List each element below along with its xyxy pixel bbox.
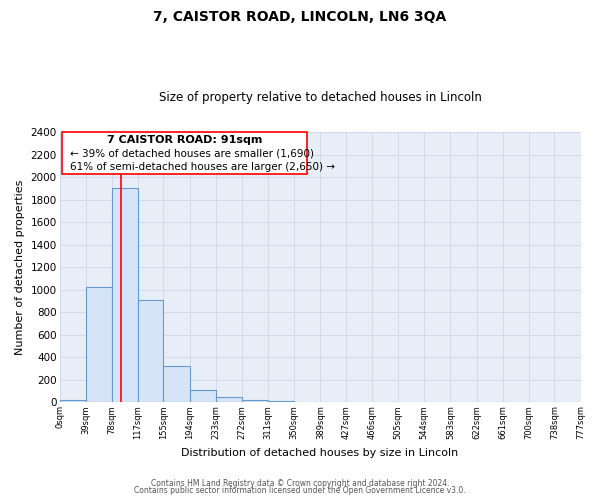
FancyBboxPatch shape [62,132,307,174]
Text: Contains public sector information licensed under the Open Government Licence v3: Contains public sector information licen… [134,486,466,495]
Bar [86,288,112,403]
Bar [190,390,216,402]
Text: 7 CAISTOR ROAD: 91sqm: 7 CAISTOR ROAD: 91sqm [107,135,262,145]
Text: 61% of semi-detached houses are larger (2,650) →: 61% of semi-detached houses are larger (… [70,162,335,172]
Bar [138,300,163,402]
Text: ← 39% of detached houses are smaller (1,690): ← 39% of detached houses are smaller (1,… [70,149,314,159]
Bar [163,366,190,402]
Bar [112,188,138,402]
Bar [216,396,242,402]
Title: Size of property relative to detached houses in Lincoln: Size of property relative to detached ho… [158,92,481,104]
Bar [268,400,294,402]
Text: Contains HM Land Registry data © Crown copyright and database right 2024.: Contains HM Land Registry data © Crown c… [151,478,449,488]
Bar [59,400,86,402]
Text: 7, CAISTOR ROAD, LINCOLN, LN6 3QA: 7, CAISTOR ROAD, LINCOLN, LN6 3QA [154,10,446,24]
X-axis label: Distribution of detached houses by size in Lincoln: Distribution of detached houses by size … [181,448,458,458]
Bar [242,400,268,402]
Y-axis label: Number of detached properties: Number of detached properties [15,180,25,355]
